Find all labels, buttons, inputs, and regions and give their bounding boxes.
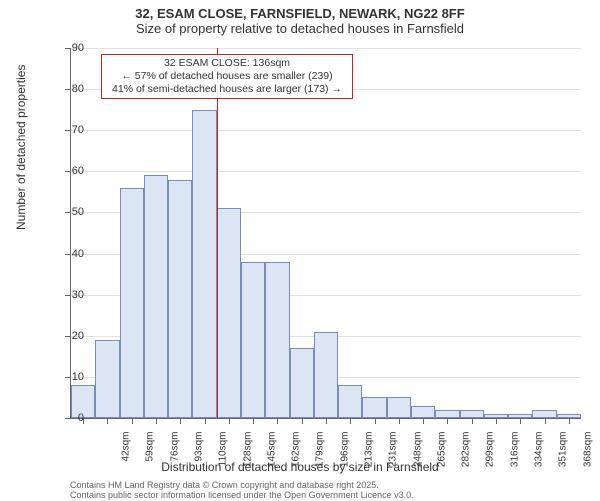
x-tick-label: 334sqm (534, 432, 545, 472)
histogram-bar (168, 180, 192, 418)
x-tick-label: 299sqm (485, 432, 496, 472)
histogram-bar (532, 410, 556, 418)
gridline (71, 130, 581, 131)
x-tick (107, 418, 108, 424)
annotation-line3: 41% of semi-detached houses are larger (… (108, 83, 346, 96)
x-tick-label: 265sqm (436, 432, 447, 472)
histogram-bar (290, 348, 314, 418)
x-tick (229, 418, 230, 424)
x-tick (447, 418, 448, 424)
histogram-bar (241, 262, 265, 418)
x-tick-label: 76sqm (169, 432, 180, 472)
x-tick (569, 418, 570, 424)
x-tick (156, 418, 157, 424)
reference-line (217, 48, 218, 418)
x-tick (520, 418, 521, 424)
y-tick-label: 10 (54, 371, 84, 383)
x-tick (399, 418, 400, 424)
histogram-bar (362, 397, 386, 418)
x-tick (496, 418, 497, 424)
x-tick-label: 282sqm (461, 432, 472, 472)
histogram-bar (217, 208, 241, 418)
x-tick-label: 316sqm (509, 432, 520, 472)
y-tick-label: 70 (54, 124, 84, 136)
gridline (71, 171, 581, 172)
histogram-bar (460, 410, 484, 418)
x-tick-label: 248sqm (412, 432, 423, 472)
annotation-line1: 32 ESAM CLOSE: 136sqm (108, 57, 346, 70)
x-tick (326, 418, 327, 424)
x-tick (302, 418, 303, 424)
x-tick (375, 418, 376, 424)
x-tick-label: 179sqm (315, 432, 326, 472)
y-tick-label: 40 (54, 248, 84, 260)
x-tick (423, 418, 424, 424)
x-tick-label: 93sqm (194, 432, 205, 472)
y-tick-label: 50 (54, 206, 84, 218)
histogram-bar (192, 110, 216, 418)
x-tick (205, 418, 206, 424)
x-tick-label: 196sqm (339, 432, 350, 472)
y-tick-label: 60 (54, 165, 84, 177)
histogram-bar (314, 332, 338, 418)
histogram-bar (95, 340, 119, 418)
x-tick (132, 418, 133, 424)
title-line2: Size of property relative to detached ho… (0, 21, 600, 36)
histogram-bar (120, 188, 144, 418)
x-tick (545, 418, 546, 424)
histogram-bar (435, 410, 459, 418)
x-tick-label: 162sqm (291, 432, 302, 472)
attribution-line1: Contains HM Land Registry data © Crown c… (70, 480, 414, 490)
y-tick-label: 20 (54, 330, 84, 342)
title-line1: 32, ESAM CLOSE, FARNSFIELD, NEWARK, NG22… (0, 6, 600, 21)
y-axis-label: Number of detached properties (14, 65, 28, 230)
x-tick-label: 368sqm (582, 432, 593, 472)
x-tick-label: 231sqm (388, 432, 399, 472)
y-tick-label: 90 (54, 42, 84, 54)
x-tick (350, 418, 351, 424)
x-tick-label: 59sqm (145, 432, 156, 472)
annotation-line2: ← 57% of detached houses are smaller (23… (108, 70, 346, 83)
y-tick-label: 0 (54, 412, 84, 424)
x-tick (180, 418, 181, 424)
histogram-bar (265, 262, 289, 418)
x-tick-label: 145sqm (266, 432, 277, 472)
plot-area: 32 ESAM CLOSE: 136sqm← 57% of detached h… (70, 48, 581, 419)
gridline (71, 48, 581, 49)
histogram-bar (387, 397, 411, 418)
x-tick-label: 128sqm (242, 432, 253, 472)
y-tick-label: 80 (54, 83, 84, 95)
y-tick-label: 30 (54, 289, 84, 301)
x-tick-label: 351sqm (558, 432, 569, 472)
chart-container: 32, ESAM CLOSE, FARNSFIELD, NEWARK, NG22… (0, 0, 600, 500)
attribution-line2: Contains public sector information licen… (70, 490, 414, 500)
histogram-bar (144, 175, 168, 418)
histogram-bar (411, 406, 435, 418)
x-tick-label: 42sqm (121, 432, 132, 472)
x-tick (253, 418, 254, 424)
x-tick (277, 418, 278, 424)
annotation-box: 32 ESAM CLOSE: 136sqm← 57% of detached h… (101, 54, 353, 99)
x-tick-label: 213sqm (364, 432, 375, 472)
x-tick-label: 110sqm (218, 432, 229, 472)
chart-title: 32, ESAM CLOSE, FARNSFIELD, NEWARK, NG22… (0, 6, 600, 36)
attribution: Contains HM Land Registry data © Crown c… (70, 480, 414, 501)
histogram-bar (338, 385, 362, 418)
x-tick (472, 418, 473, 424)
